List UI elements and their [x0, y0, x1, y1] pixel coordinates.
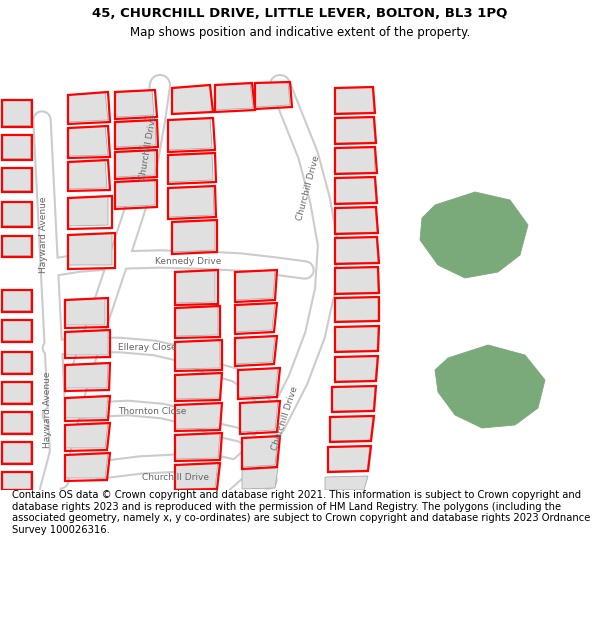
Polygon shape	[2, 290, 30, 310]
Polygon shape	[172, 220, 215, 252]
Polygon shape	[2, 352, 30, 372]
Polygon shape	[335, 297, 378, 321]
Polygon shape	[215, 83, 253, 110]
Text: Kennedy Drive: Kennedy Drive	[155, 258, 221, 266]
Polygon shape	[175, 306, 218, 336]
Polygon shape	[335, 117, 375, 143]
Polygon shape	[2, 135, 30, 158]
Polygon shape	[115, 180, 155, 207]
Polygon shape	[65, 298, 105, 325]
Polygon shape	[2, 236, 30, 255]
Text: Thornton Close: Thornton Close	[118, 408, 187, 416]
Polygon shape	[68, 160, 107, 189]
Text: Churchill Drive: Churchill Drive	[271, 385, 299, 451]
Polygon shape	[65, 423, 108, 448]
Polygon shape	[435, 345, 545, 428]
Polygon shape	[255, 82, 290, 107]
Polygon shape	[335, 207, 377, 233]
Polygon shape	[68, 196, 108, 226]
Polygon shape	[65, 453, 108, 478]
Polygon shape	[242, 468, 278, 489]
Text: Churchill Drive: Churchill Drive	[295, 154, 321, 221]
Polygon shape	[65, 363, 108, 388]
Polygon shape	[332, 386, 375, 411]
Polygon shape	[168, 118, 212, 150]
Polygon shape	[335, 177, 376, 203]
Polygon shape	[238, 368, 278, 397]
Polygon shape	[175, 433, 220, 459]
Polygon shape	[175, 270, 215, 303]
Polygon shape	[2, 320, 30, 340]
Polygon shape	[325, 476, 368, 490]
Polygon shape	[235, 270, 275, 300]
Text: Map shows position and indicative extent of the property.: Map shows position and indicative extent…	[130, 26, 470, 39]
Polygon shape	[115, 150, 155, 177]
Polygon shape	[235, 336, 275, 364]
Polygon shape	[175, 403, 222, 429]
Polygon shape	[168, 186, 214, 217]
Polygon shape	[68, 233, 112, 265]
Polygon shape	[242, 436, 278, 467]
Text: Hayward Avenue: Hayward Avenue	[44, 372, 53, 448]
Polygon shape	[175, 463, 218, 489]
Polygon shape	[65, 396, 108, 418]
Polygon shape	[240, 401, 278, 432]
Polygon shape	[2, 382, 30, 402]
Polygon shape	[335, 326, 378, 351]
Text: Churchill Drive: Churchill Drive	[142, 474, 209, 482]
Polygon shape	[420, 192, 528, 278]
Polygon shape	[115, 120, 156, 147]
Polygon shape	[175, 340, 220, 369]
Polygon shape	[115, 90, 154, 117]
Polygon shape	[65, 330, 108, 355]
Text: Elleray Close: Elleray Close	[118, 344, 176, 352]
Polygon shape	[68, 92, 108, 122]
Polygon shape	[328, 446, 370, 471]
Text: Hayward Avenue: Hayward Avenue	[40, 197, 49, 273]
Polygon shape	[175, 373, 222, 399]
Text: Contains OS data © Crown copyright and database right 2021. This information is : Contains OS data © Crown copyright and d…	[12, 490, 590, 535]
Polygon shape	[2, 168, 30, 190]
Text: 45, CHURCHILL DRIVE, LITTLE LEVER, BOLTON, BL3 1PQ: 45, CHURCHILL DRIVE, LITTLE LEVER, BOLTO…	[92, 8, 508, 20]
Polygon shape	[335, 356, 377, 381]
Polygon shape	[335, 147, 375, 173]
Polygon shape	[335, 267, 378, 293]
Polygon shape	[172, 85, 213, 114]
Polygon shape	[2, 442, 30, 462]
Text: Churchill Drive: Churchill Drive	[138, 114, 158, 182]
Polygon shape	[330, 416, 373, 441]
Polygon shape	[235, 303, 275, 332]
Polygon shape	[2, 412, 30, 432]
Polygon shape	[168, 153, 213, 182]
Polygon shape	[2, 472, 30, 490]
Polygon shape	[335, 87, 374, 113]
Polygon shape	[2, 100, 30, 125]
Polygon shape	[2, 202, 30, 225]
Polygon shape	[68, 126, 108, 156]
Polygon shape	[335, 237, 378, 263]
